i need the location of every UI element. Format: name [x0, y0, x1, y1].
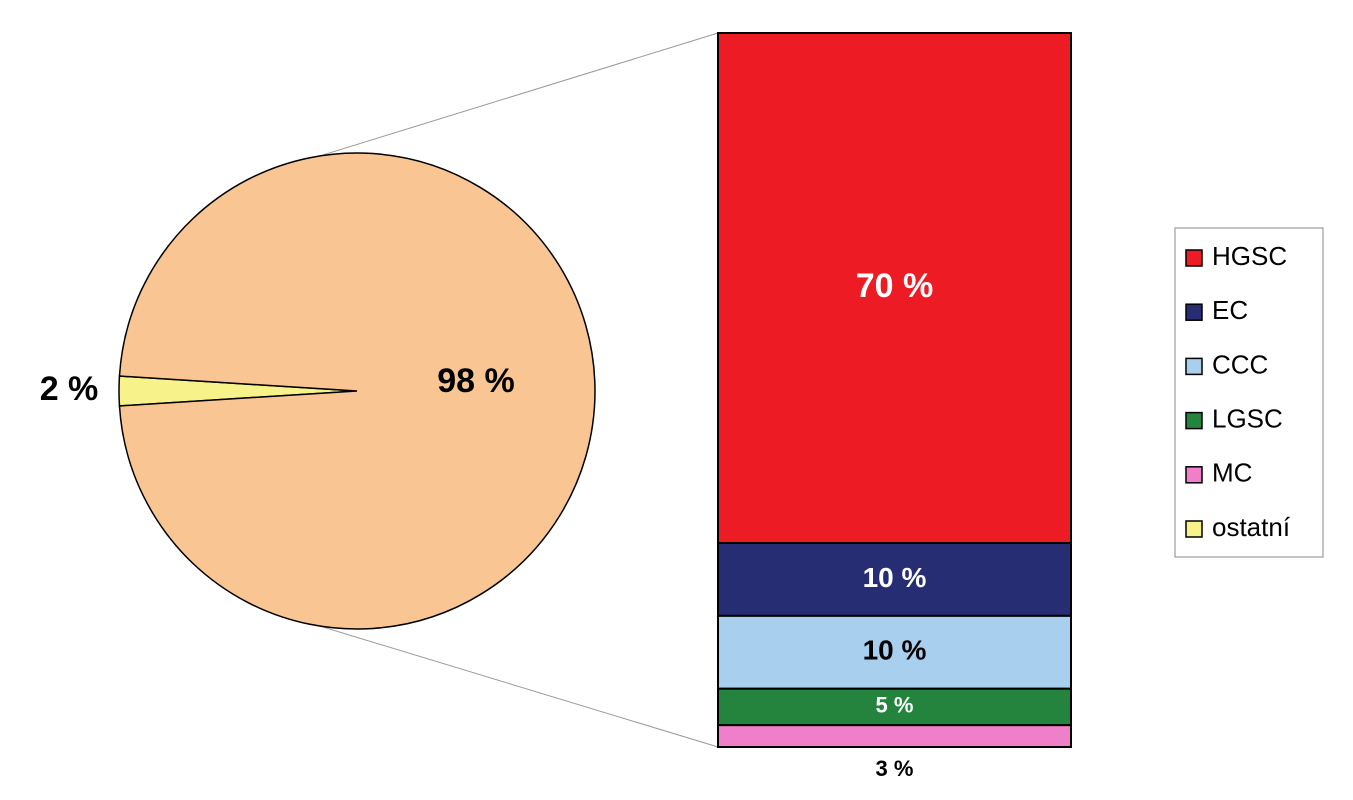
bar-label: 70 %	[856, 267, 934, 305]
bar-segment	[717, 32, 1072, 544]
bar-segment	[717, 724, 1072, 749]
legend-label: HGSC	[1212, 241, 1287, 271]
bar-label: 10 %	[863, 635, 927, 666]
bar-label: 5 %	[876, 693, 914, 718]
legend-box	[1174, 227, 1324, 558]
pie-slice	[118, 152, 596, 630]
legend-swatch	[1185, 520, 1203, 538]
legend-label: EC	[1212, 295, 1248, 325]
bar-label: 3 %	[876, 756, 914, 781]
connector-line	[319, 625, 719, 748]
legend-swatch	[1185, 411, 1203, 430]
legend-label: LGSC	[1212, 403, 1283, 433]
legend-swatch	[1185, 249, 1203, 267]
pie-label: 98 %	[437, 362, 515, 400]
legend-label: CCC	[1212, 349, 1268, 379]
legend-swatch	[1185, 466, 1203, 484]
bar-label: 10 %	[863, 562, 927, 593]
legend-swatch	[1185, 357, 1203, 376]
pie-label: 2 %	[40, 370, 99, 408]
bar-segment	[717, 542, 1072, 617]
legend-label: ostatní	[1212, 512, 1291, 542]
connector-line	[319, 32, 719, 157]
legend-label: MC	[1212, 458, 1252, 488]
legend-swatch	[1185, 303, 1203, 321]
